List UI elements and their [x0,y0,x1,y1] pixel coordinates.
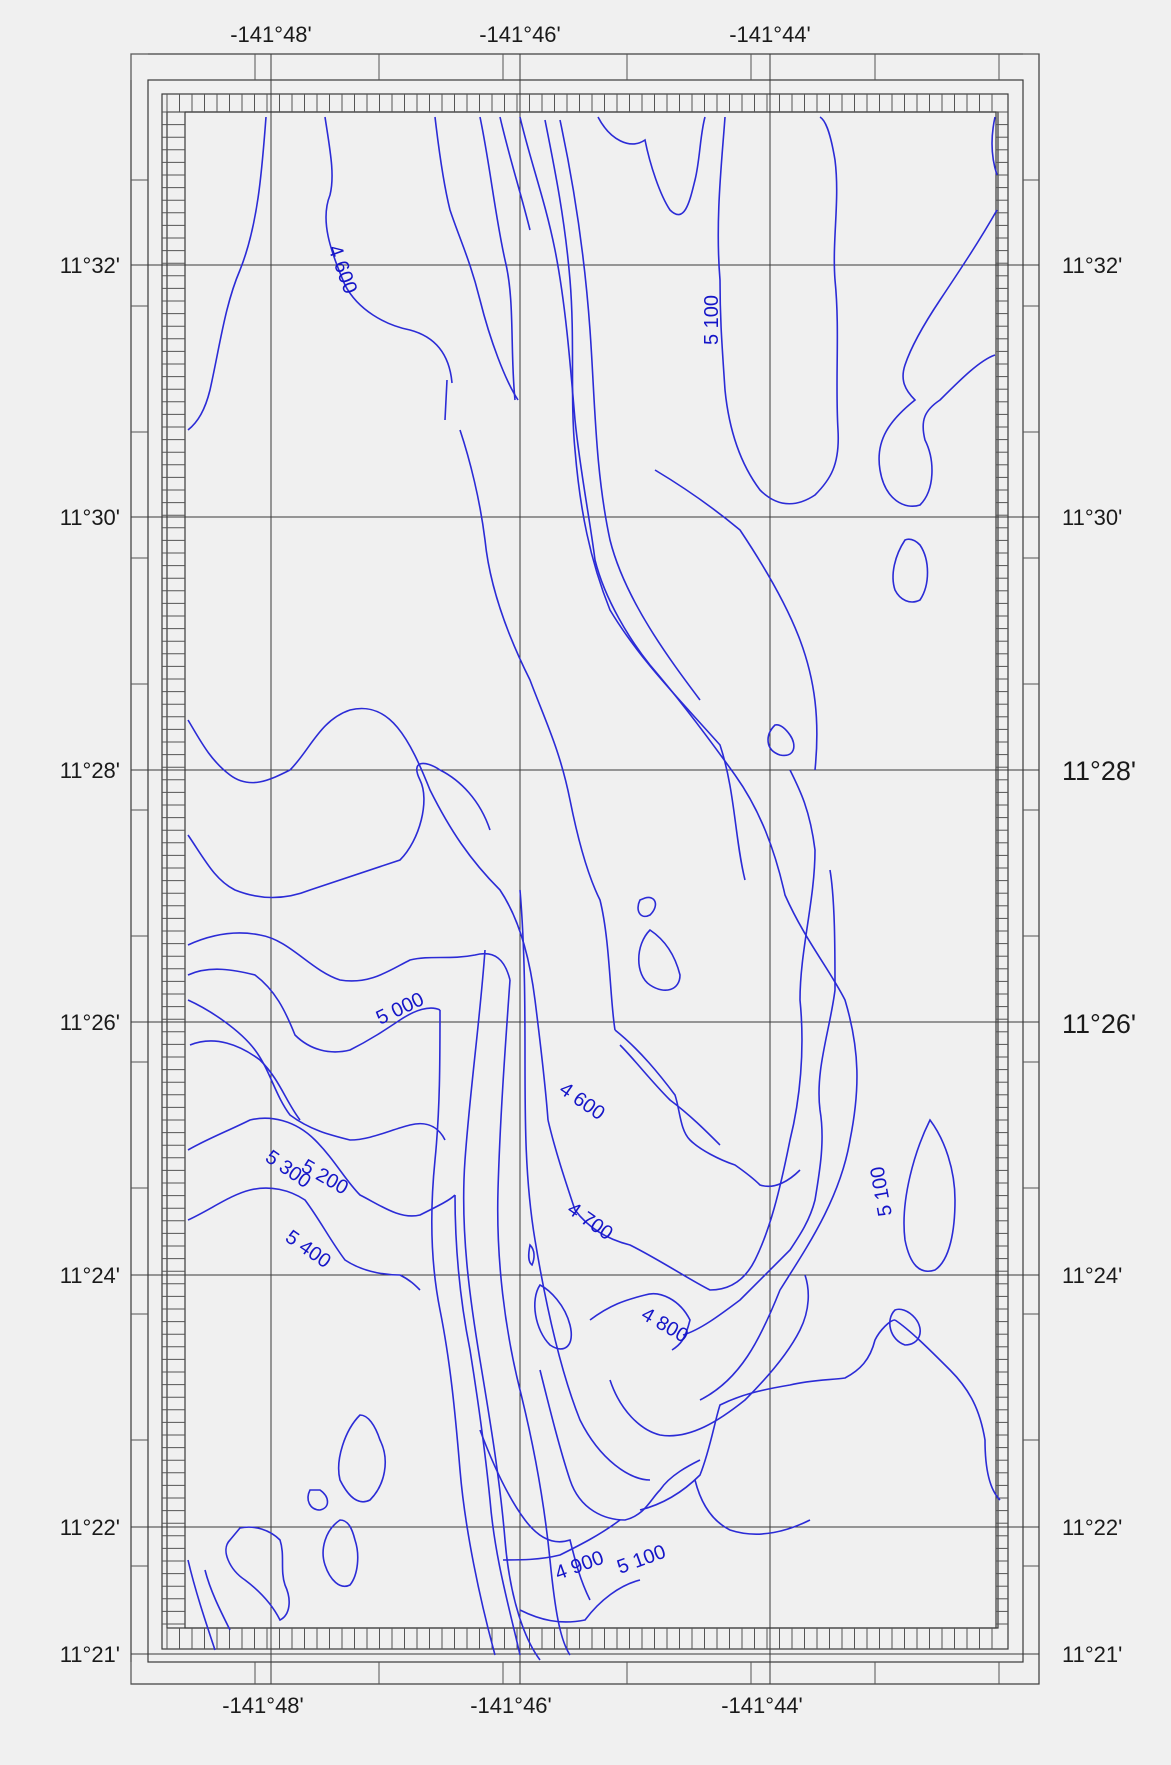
latitude-label-left: 11°22' [60,1515,120,1540]
latitude-label-left: 11°30' [60,505,120,530]
contour-line [878,209,998,507]
contour-line [694,1479,811,1535]
contour-line [187,1117,456,1217]
latitude-label-left: 11°26' [60,1010,120,1035]
contour-depth-label: 4 700 [563,1198,617,1245]
contour-line [459,429,616,1031]
contour-line [187,968,441,1053]
contour-line [767,724,795,757]
contour-line [889,1308,921,1346]
contour-line [519,889,651,1481]
contour-line [527,1243,535,1267]
longitude-label-top: -141°46' [479,22,561,47]
longitude-label-top: -141°48' [230,22,312,47]
contour-line [614,1029,801,1188]
contour-line [434,116,519,401]
contour-depth-label: 5 000 [373,988,428,1029]
contour-depth-label: 4 900 [552,1547,607,1585]
contour-line [204,1569,231,1631]
latitude-label-left: 11°21' [60,1642,120,1667]
latitude-label-left: 11°24' [60,1263,120,1288]
contour-line [519,1579,641,1623]
contour-depth-label: 5 100 [701,295,723,345]
contour-line [307,1489,329,1511]
contour-line [187,1187,421,1291]
contour-line [654,469,818,771]
contour-line [187,707,549,1121]
latitude-label-right: 11°28' [1062,756,1136,786]
contour-line [430,1009,496,1656]
depth-contours [187,116,1001,1661]
latitude-label-right: 11°26' [1062,1009,1136,1039]
contour-line [544,119,746,881]
coordinate-grid [131,54,1039,1684]
contour-line [717,116,840,505]
latitude-label-right: 11°22' [1062,1515,1122,1540]
longitude-label-bottom: -141°44' [721,1693,803,1718]
contour-line [187,762,491,899]
contour-line [559,119,701,701]
contour-depth-label: 4 600 [555,1078,609,1125]
contour-line [187,116,267,431]
contour-line [499,116,531,231]
contour-depth-label: 5 100 [867,1165,897,1218]
contour-line [903,1118,956,1272]
contour-line [534,1283,572,1350]
contour-line [892,538,929,603]
longitude-label-bottom: -141°48' [222,1693,304,1718]
contour-line [225,1526,290,1622]
contour-line [502,1519,621,1561]
contour-depth-label: 5 300 [261,1146,315,1193]
contour-depth-label: 4 600 [323,242,361,297]
contour-line [187,932,511,982]
contour-line [322,1519,359,1587]
contour-line [638,928,681,991]
contour-line [462,949,541,1661]
contour-line [519,116,858,1401]
contour-line [637,896,657,918]
latitude-label-right: 11°32' [1062,253,1122,278]
latitude-label-right: 11°24' [1062,1263,1122,1288]
latitude-label-left: 11°32' [60,253,120,278]
contour-depth-label: 5 100 [614,1541,669,1579]
contour-line [894,1319,1001,1501]
contour-line [454,1194,521,1656]
latitude-label-right: 11°21' [1062,1642,1122,1667]
contour-line [187,999,446,1141]
contour-line [619,1044,721,1146]
contour-line [187,1559,216,1651]
contour-line [337,1414,386,1503]
contour-line [189,1040,301,1121]
contour-line [609,1274,810,1437]
contour-line [639,1319,896,1511]
contour-line [991,116,998,176]
contour-line [324,116,453,421]
contour-line [539,1369,701,1521]
longitude-label-bottom: -141°46' [470,1693,552,1718]
frame-ticks [130,53,1039,1684]
contour-line [589,1293,691,1351]
contour-line [547,769,816,1291]
latitude-label-right: 11°30' [1062,505,1122,530]
map-frame [130,53,1040,1685]
longitude-label-top: -141°44' [729,22,811,47]
contour-line [496,979,571,1656]
contour-line [682,869,836,1336]
contour-line [479,116,516,401]
latitude-label-left: 11°28' [60,758,120,783]
contour-line [479,1429,591,1601]
contour-line [597,116,706,216]
